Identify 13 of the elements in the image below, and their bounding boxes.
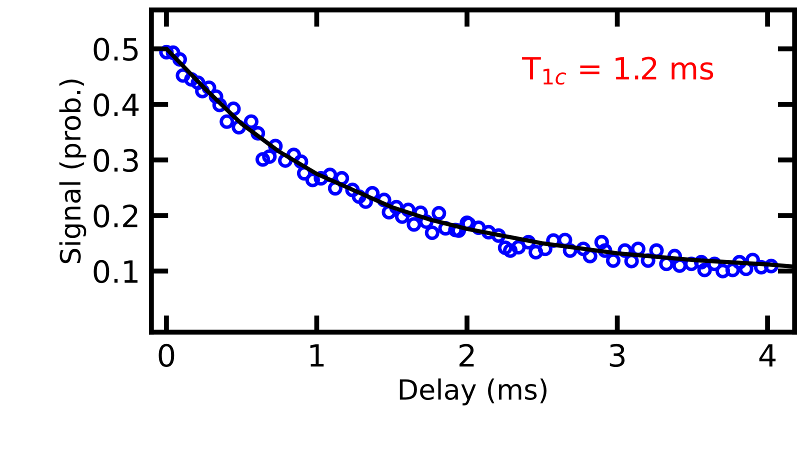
x-tick-label: 2: [460, 344, 474, 367]
annotation: T$_{1c}$ = 1.2 ms: [522, 56, 714, 85]
x-tick-label: 1: [310, 344, 324, 367]
x-tick-label: 3: [610, 344, 625, 367]
y-tick-label: 0.3: [94, 148, 138, 172]
x-axis-title: Delay (ms): [400, 378, 546, 406]
y-tick-label: 0.4: [94, 93, 139, 116]
y-tick-label: 0.2: [94, 204, 138, 228]
x-tick-label: 4: [759, 344, 776, 367]
y-tick-label: 0.1: [94, 260, 138, 284]
x-tick-label: 0: [158, 344, 174, 367]
y-axis-title: Signal (prob.): [59, 80, 86, 264]
y-tick-label: 0.5: [94, 38, 138, 61]
